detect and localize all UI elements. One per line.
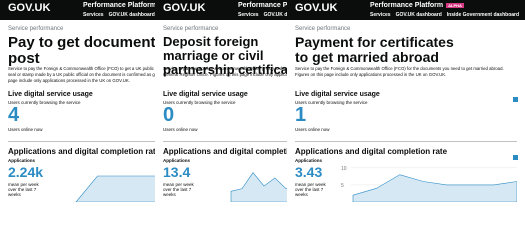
value-caption: mean per week over the last 7 weeks [295, 182, 326, 197]
section-heading: Applications and digital completion rate [163, 147, 288, 156]
applications-area [352, 174, 517, 202]
nav-link[interactable]: Inside Government dashboard [446, 12, 520, 18]
metric-label: Applications [295, 158, 323, 163]
applications-chart [230, 172, 288, 202]
service-title: Payment for certificates to get married … [295, 34, 454, 66]
divider [8, 141, 157, 142]
nav-link[interactable]: Services [370, 12, 391, 18]
section-subtext: Users currently browsing the service [295, 100, 368, 105]
nav: Services GOV.UK dashboard Inside Governmen… [370, 12, 524, 18]
applications-chart: 5 10 [341, 166, 517, 202]
service-description: Service to pay the Foreign & Commonwealt… [295, 66, 504, 78]
service-title: Pay to get documents legalised by post [8, 34, 157, 68]
value-caption: mean per week over the last 7 weeks [8, 182, 39, 197]
applications-area [75, 175, 157, 202]
service-title: Deposit foreign marriage or civil partne… [163, 34, 288, 78]
divider [295, 141, 517, 142]
nav-link[interactable]: Services [238, 12, 259, 18]
nav-link[interactable]: GOV.UK dashboard [108, 12, 155, 18]
applications-value: 3.43 [295, 164, 323, 180]
nav-link[interactable]: GOV.UK dashboard [395, 12, 442, 18]
nav-link[interactable]: GOV.UK dashboard [263, 12, 288, 18]
info-icon [513, 97, 518, 102]
applications-area [230, 172, 288, 202]
govuk-logo[interactable]: GOV.UK [163, 2, 206, 14]
service-description: Service to pay the Foreign & Commonwealt… [163, 66, 288, 78]
section-label: Service performance [163, 26, 219, 32]
value-caption: Users online now [8, 127, 43, 132]
divider [163, 141, 288, 142]
section-heading: Live digital service usage [295, 91, 380, 98]
live-users-value: 0 [163, 104, 175, 126]
nav-link[interactable]: Services [83, 12, 104, 18]
metric-label: Applications [8, 158, 36, 163]
value-caption: mean per week over the last 7 weeks [163, 182, 194, 197]
platform-name: Performance Platform [370, 2, 444, 9]
govuk-logo[interactable]: GOV.UK [295, 2, 338, 14]
value-caption: Users online now [295, 127, 330, 132]
y-tick-label: 10 [341, 166, 347, 172]
section-label: Service performance [295, 26, 351, 32]
section-subtext: Users currently browsing the service [163, 100, 236, 105]
section-heading: Applications and digital completion rate [8, 147, 157, 156]
applications-value: 13.4 [163, 164, 191, 180]
live-users-value: 4 [8, 104, 20, 126]
alpha-tag: ALPHA [446, 2, 464, 8]
y-tick-label: 5 [341, 183, 344, 189]
applications-chart [75, 175, 157, 202]
section-heading: Applications and digital completion rate [295, 147, 448, 156]
platform-name: Performance Platform [238, 2, 288, 9]
metric-label: Applications [163, 158, 191, 163]
section-heading: Live digital service usage [8, 91, 93, 98]
section-subtext: Users currently browsing the service [8, 100, 81, 105]
applications-value: 2.24k [8, 164, 44, 180]
govuk-logo[interactable]: GOV.UK [8, 2, 51, 14]
section-heading: Live digital service usage [163, 91, 248, 98]
live-users-value: 1 [295, 104, 307, 126]
section-label: Service performance [8, 26, 64, 32]
service-description: Service to pay the Foreign & Commonwealt… [8, 66, 157, 84]
value-caption: Users online now [163, 127, 198, 132]
platform-name: Performance Platform [83, 2, 157, 9]
info-icon [513, 155, 518, 160]
